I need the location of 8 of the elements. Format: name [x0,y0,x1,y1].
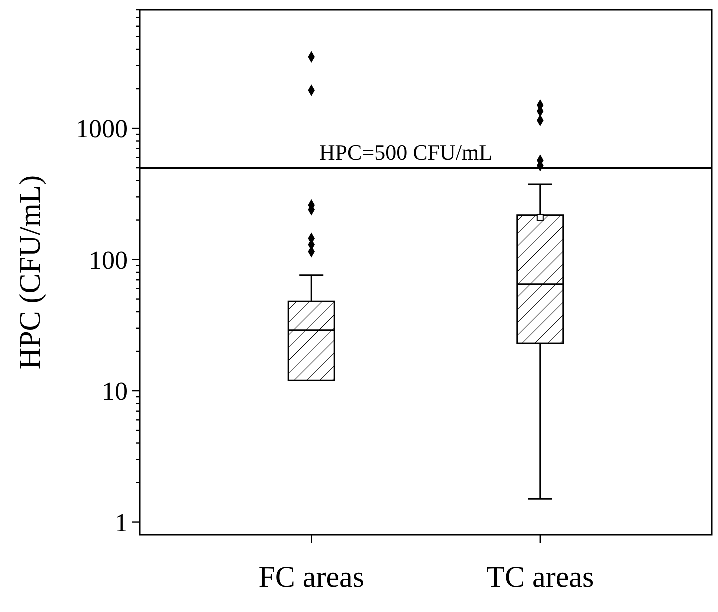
y-tick-label: 100 [89,246,128,275]
x-tick-label: FC areas [258,561,365,594]
y-tick-label: 1 [115,508,128,538]
ref-line-label: HPC=500 CFU/mL [319,140,493,166]
y-tick-label: 1000 [76,114,128,144]
y-axis-title: HPC (CFU/mL) [14,175,47,370]
y-tick-label: 10 [102,377,128,406]
x-tick-label: TC areas [486,561,594,594]
